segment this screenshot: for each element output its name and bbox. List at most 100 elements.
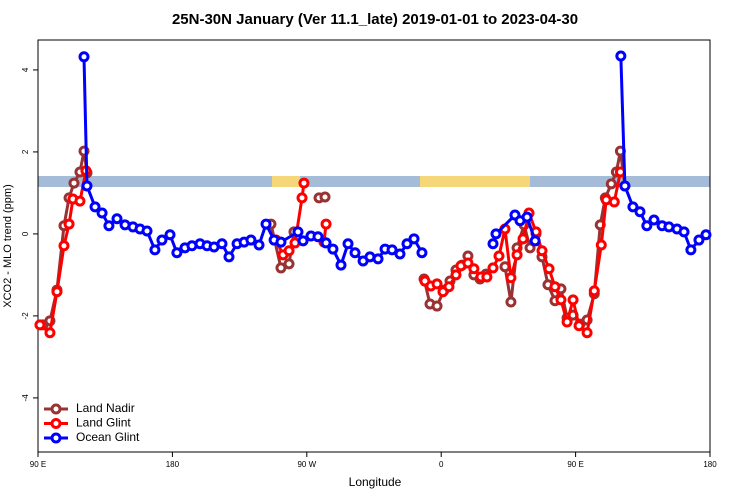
data-point <box>96 207 108 219</box>
data-point <box>245 234 257 246</box>
data-point <box>490 228 502 240</box>
data-point <box>517 233 529 245</box>
surface-strip <box>38 176 710 187</box>
data-point <box>700 229 712 241</box>
data-point <box>529 235 541 247</box>
data-point <box>521 211 533 223</box>
data-point <box>89 201 101 213</box>
y-tick-label: 0 <box>21 231 30 236</box>
data-point <box>431 300 443 312</box>
y-tick-label: 4 <box>21 67 30 72</box>
data-point <box>648 214 660 226</box>
data-point <box>260 218 272 230</box>
x-tick-label: 0 <box>439 460 444 469</box>
data-point <box>296 192 308 204</box>
data-point <box>223 251 235 263</box>
data-point <box>567 294 579 306</box>
data-point <box>335 259 347 271</box>
data-point <box>581 327 593 339</box>
data-point <box>693 234 705 246</box>
data-point <box>320 237 332 249</box>
data-point <box>103 220 115 232</box>
data-point <box>627 201 639 213</box>
data-point <box>292 226 304 238</box>
data-point <box>349 247 361 259</box>
x-axis-label: Longitude <box>349 475 402 489</box>
data-point <box>342 238 354 250</box>
data-point <box>283 245 295 257</box>
land-strip <box>420 176 530 187</box>
data-point <box>685 244 697 256</box>
y-tick-label: 2 <box>21 149 30 154</box>
data-point <box>216 238 228 250</box>
data-point <box>74 195 86 207</box>
data-point <box>394 248 406 260</box>
data-point <box>493 250 505 262</box>
ocean-strip <box>38 176 710 187</box>
data-point <box>171 247 183 259</box>
data-point <box>298 177 310 189</box>
data-point <box>605 178 617 190</box>
data-point <box>634 206 646 218</box>
data-point <box>543 263 555 275</box>
data-point <box>487 238 499 250</box>
data-point <box>431 278 443 290</box>
data-point <box>641 220 653 232</box>
data-point <box>51 286 63 298</box>
data-point <box>608 196 620 208</box>
data-point <box>595 239 607 251</box>
data-point <box>372 253 384 265</box>
data-point <box>312 231 324 243</box>
data-point <box>561 316 573 328</box>
data-point <box>536 245 548 257</box>
data-point <box>386 244 398 256</box>
legend-marker <box>50 418 62 429</box>
data-point <box>327 243 339 255</box>
data-point <box>141 225 153 237</box>
data-point <box>443 281 455 293</box>
y-axis-label: XCO2 - MLO trend (ppm) <box>2 184 14 307</box>
data-point <box>450 269 462 281</box>
x-tick-label: 90 E <box>567 460 583 469</box>
data-point <box>573 320 585 332</box>
x-tick-label: 180 <box>703 460 717 469</box>
data-point <box>416 247 428 259</box>
data-point <box>468 263 480 275</box>
data-point <box>320 218 332 230</box>
data-point <box>149 244 161 256</box>
data-point <box>619 180 631 192</box>
land-strip <box>272 176 300 187</box>
legend-marker <box>50 403 62 415</box>
data-point <box>283 258 295 270</box>
data-point <box>588 285 600 297</box>
data-point <box>275 236 287 248</box>
x-tick-label: 90 W <box>297 460 316 469</box>
data-point <box>615 50 627 62</box>
data-point <box>524 242 536 254</box>
legend-label: Land Nadir <box>76 401 135 415</box>
data-point <box>511 249 523 261</box>
plot-frame <box>37 39 711 453</box>
x-tick-label: 180 <box>166 460 180 469</box>
data-point <box>164 229 176 241</box>
data-point <box>555 294 567 306</box>
legend-label: Land Glint <box>76 416 131 430</box>
data-point <box>58 240 70 252</box>
data-point <box>44 327 56 339</box>
data-point <box>297 235 309 247</box>
data-point <box>505 272 517 284</box>
data-point <box>156 234 168 246</box>
data-point <box>34 319 46 331</box>
data-point <box>275 262 287 274</box>
y-tick-label: -2 <box>21 312 30 320</box>
data-point <box>111 213 123 225</box>
data-point <box>319 191 331 203</box>
data-point <box>481 271 493 283</box>
data-point <box>505 296 517 308</box>
data-point <box>253 239 265 251</box>
data-point <box>401 238 413 250</box>
data-point <box>678 226 690 238</box>
data-point <box>78 51 90 63</box>
